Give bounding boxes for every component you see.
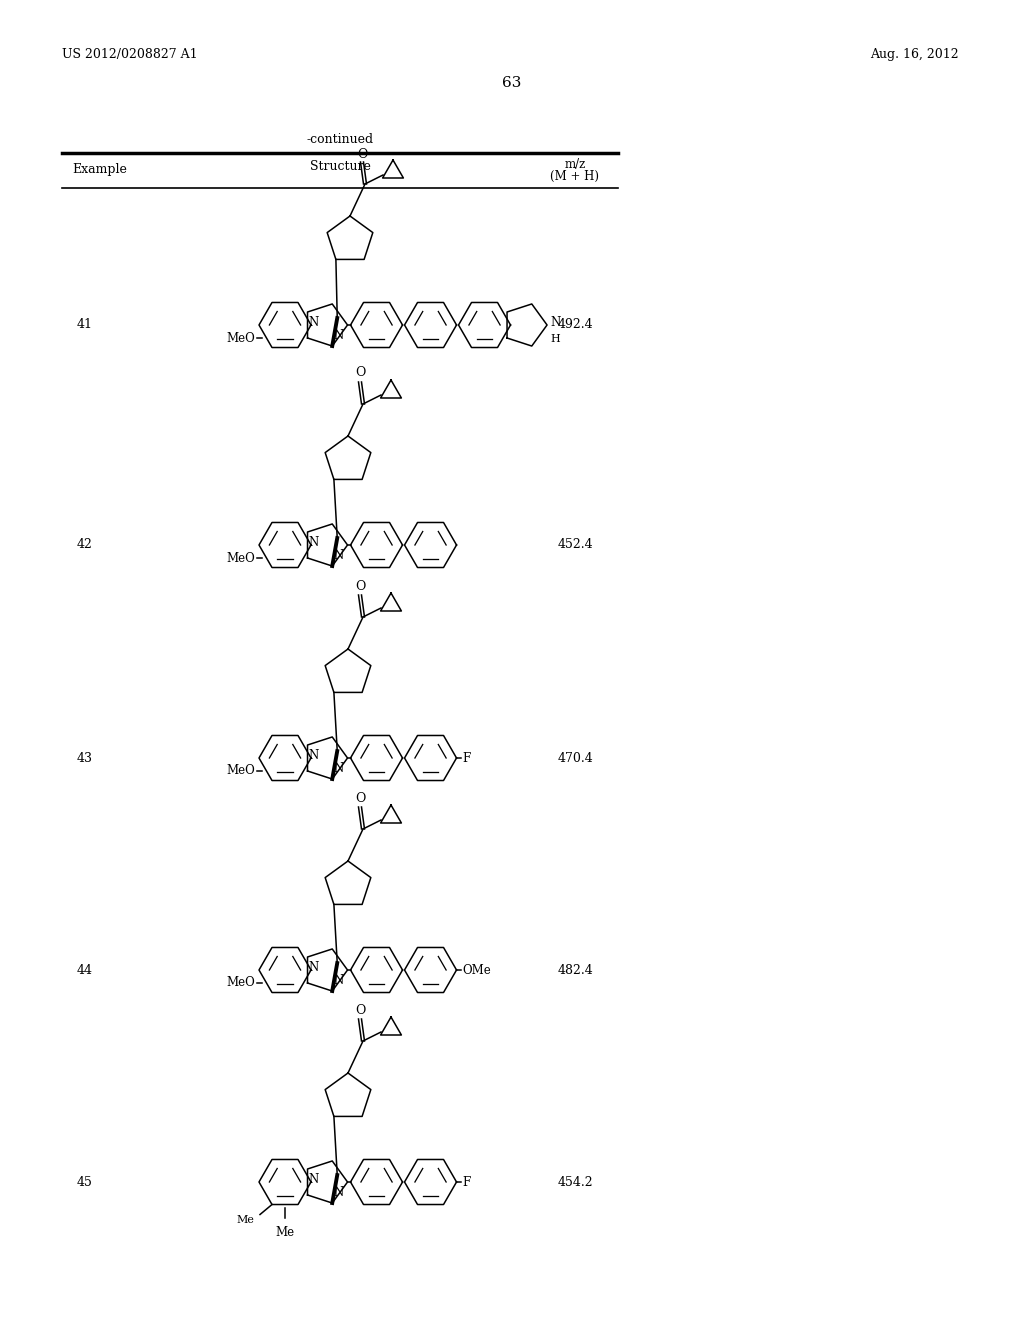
Text: N: N [333, 762, 343, 775]
Text: -continued: -continued [306, 133, 374, 147]
Text: 44: 44 [77, 964, 93, 977]
Text: Example: Example [73, 162, 127, 176]
Text: 454.2: 454.2 [557, 1176, 593, 1188]
Text: 482.4: 482.4 [557, 964, 593, 977]
Text: N: N [333, 549, 343, 562]
Text: MeO: MeO [226, 331, 255, 345]
Text: N: N [333, 329, 343, 342]
Text: 45: 45 [77, 1176, 93, 1188]
Text: O: O [354, 579, 366, 593]
Text: H: H [550, 334, 560, 345]
Text: N: N [550, 315, 560, 329]
Text: Me: Me [275, 1226, 295, 1239]
Text: N: N [308, 1173, 318, 1185]
Text: 492.4: 492.4 [557, 318, 593, 331]
Text: F: F [463, 1176, 471, 1188]
Text: O: O [354, 367, 366, 380]
Text: 63: 63 [503, 77, 521, 90]
Text: N: N [333, 1187, 343, 1199]
Text: N: N [308, 536, 318, 549]
Text: 41: 41 [77, 318, 93, 331]
Text: (M + H): (M + H) [551, 170, 599, 183]
Text: N: N [308, 748, 318, 762]
Text: MeO: MeO [226, 764, 255, 777]
Text: OMe: OMe [463, 964, 492, 977]
Text: N: N [308, 315, 318, 329]
Text: 42: 42 [77, 539, 93, 552]
Text: Aug. 16, 2012: Aug. 16, 2012 [870, 48, 958, 61]
Text: O: O [354, 1003, 366, 1016]
Text: N: N [308, 961, 318, 974]
Text: m/z: m/z [564, 158, 586, 172]
Text: O: O [356, 148, 368, 161]
Text: MeO: MeO [226, 552, 255, 565]
Text: US 2012/0208827 A1: US 2012/0208827 A1 [62, 48, 198, 61]
Text: 43: 43 [77, 751, 93, 764]
Text: Structure: Structure [309, 160, 371, 173]
Text: Me: Me [237, 1214, 254, 1225]
Text: 470.4: 470.4 [557, 751, 593, 764]
Text: O: O [354, 792, 366, 804]
Text: F: F [463, 751, 471, 764]
Text: N: N [333, 974, 343, 987]
Text: 452.4: 452.4 [557, 539, 593, 552]
Text: MeO: MeO [226, 977, 255, 990]
